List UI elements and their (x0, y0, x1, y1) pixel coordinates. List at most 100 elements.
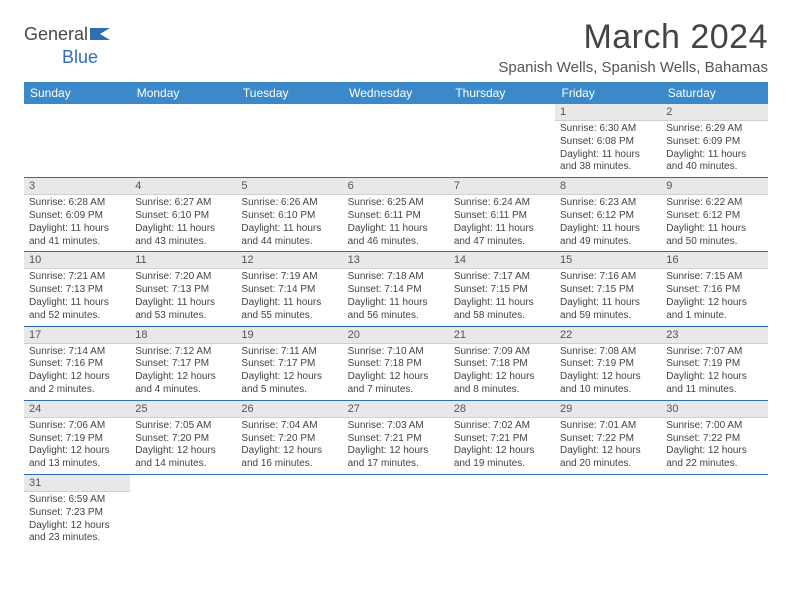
calendar-day-cell: 8Sunrise: 6:23 AMSunset: 6:12 PMDaylight… (555, 178, 661, 252)
calendar-empty-cell (236, 104, 342, 178)
day-details: Sunrise: 6:30 AMSunset: 6:08 PMDaylight:… (555, 121, 661, 177)
day-number: 2 (661, 104, 767, 121)
calendar-week-row: 17Sunrise: 7:14 AMSunset: 7:16 PMDayligh… (24, 326, 768, 400)
calendar-week-row: 3Sunrise: 6:28 AMSunset: 6:09 PMDaylight… (24, 178, 768, 252)
day-number: 18 (130, 327, 236, 344)
day-details: Sunrise: 6:25 AMSunset: 6:11 PMDaylight:… (343, 195, 449, 251)
day-details: Sunrise: 7:08 AMSunset: 7:19 PMDaylight:… (555, 344, 661, 400)
day-details: Sunrise: 7:16 AMSunset: 7:15 PMDaylight:… (555, 269, 661, 325)
day-details: Sunrise: 7:09 AMSunset: 7:18 PMDaylight:… (449, 344, 555, 400)
calendar-table: SundayMondayTuesdayWednesdayThursdayFrid… (24, 82, 768, 548)
weekday-header: Saturday (661, 82, 767, 104)
calendar-week-row: 1Sunrise: 6:30 AMSunset: 6:08 PMDaylight… (24, 104, 768, 178)
day-details: Sunrise: 7:14 AMSunset: 7:16 PMDaylight:… (24, 344, 130, 400)
day-number: 1 (555, 104, 661, 121)
day-details: Sunrise: 6:23 AMSunset: 6:12 PMDaylight:… (555, 195, 661, 251)
day-details: Sunrise: 7:01 AMSunset: 7:22 PMDaylight:… (555, 418, 661, 474)
day-details: Sunrise: 7:10 AMSunset: 7:18 PMDaylight:… (343, 344, 449, 400)
day-number: 9 (661, 178, 767, 195)
calendar-day-cell: 25Sunrise: 7:05 AMSunset: 7:20 PMDayligh… (130, 400, 236, 474)
calendar-day-cell: 24Sunrise: 7:06 AMSunset: 7:19 PMDayligh… (24, 400, 130, 474)
calendar-day-cell: 2Sunrise: 6:29 AMSunset: 6:09 PMDaylight… (661, 104, 767, 178)
calendar-day-cell: 1Sunrise: 6:30 AMSunset: 6:08 PMDaylight… (555, 104, 661, 178)
calendar-empty-cell (130, 474, 236, 548)
calendar-empty-cell (343, 104, 449, 178)
weekday-header: Sunday (24, 82, 130, 104)
day-details: Sunrise: 7:04 AMSunset: 7:20 PMDaylight:… (236, 418, 342, 474)
day-number: 30 (661, 401, 767, 418)
day-number: 19 (236, 327, 342, 344)
day-number: 6 (343, 178, 449, 195)
day-number: 16 (661, 252, 767, 269)
page-header: General Blue March 2024 Spanish Wells, S… (24, 18, 768, 76)
day-details: Sunrise: 6:27 AMSunset: 6:10 PMDaylight:… (130, 195, 236, 251)
calendar-day-cell: 16Sunrise: 7:15 AMSunset: 7:16 PMDayligh… (661, 252, 767, 326)
day-number: 17 (24, 327, 130, 344)
calendar-day-cell: 28Sunrise: 7:02 AMSunset: 7:21 PMDayligh… (449, 400, 555, 474)
logo-word-1: General (24, 24, 88, 44)
month-title: March 2024 (498, 18, 768, 57)
calendar-day-cell: 5Sunrise: 6:26 AMSunset: 6:10 PMDaylight… (236, 178, 342, 252)
calendar-empty-cell (236, 474, 342, 548)
logo: General Blue (24, 24, 112, 68)
calendar-day-cell: 31Sunrise: 6:59 AMSunset: 7:23 PMDayligh… (24, 474, 130, 548)
logo-flag-icon (90, 24, 112, 45)
calendar-day-cell: 26Sunrise: 7:04 AMSunset: 7:20 PMDayligh… (236, 400, 342, 474)
day-details: Sunrise: 6:28 AMSunset: 6:09 PMDaylight:… (24, 195, 130, 251)
calendar-week-row: 10Sunrise: 7:21 AMSunset: 7:13 PMDayligh… (24, 252, 768, 326)
calendar-day-cell: 20Sunrise: 7:10 AMSunset: 7:18 PMDayligh… (343, 326, 449, 400)
day-number: 29 (555, 401, 661, 418)
day-details: Sunrise: 7:05 AMSunset: 7:20 PMDaylight:… (130, 418, 236, 474)
day-number: 27 (343, 401, 449, 418)
calendar-empty-cell (449, 104, 555, 178)
day-number: 23 (661, 327, 767, 344)
day-details: Sunrise: 7:02 AMSunset: 7:21 PMDaylight:… (449, 418, 555, 474)
logo-text: General Blue (24, 24, 112, 68)
calendar-day-cell: 10Sunrise: 7:21 AMSunset: 7:13 PMDayligh… (24, 252, 130, 326)
day-details: Sunrise: 7:18 AMSunset: 7:14 PMDaylight:… (343, 269, 449, 325)
day-details: Sunrise: 6:24 AMSunset: 6:11 PMDaylight:… (449, 195, 555, 251)
day-number: 21 (449, 327, 555, 344)
weekday-header: Tuesday (236, 82, 342, 104)
title-block: March 2024 Spanish Wells, Spanish Wells,… (498, 18, 768, 76)
day-details: Sunrise: 7:12 AMSunset: 7:17 PMDaylight:… (130, 344, 236, 400)
weekday-header: Friday (555, 82, 661, 104)
day-number: 10 (24, 252, 130, 269)
calendar-week-row: 24Sunrise: 7:06 AMSunset: 7:19 PMDayligh… (24, 400, 768, 474)
day-number: 15 (555, 252, 661, 269)
day-number: 5 (236, 178, 342, 195)
day-number: 24 (24, 401, 130, 418)
calendar-day-cell: 27Sunrise: 7:03 AMSunset: 7:21 PMDayligh… (343, 400, 449, 474)
calendar-day-cell: 13Sunrise: 7:18 AMSunset: 7:14 PMDayligh… (343, 252, 449, 326)
calendar-day-cell: 12Sunrise: 7:19 AMSunset: 7:14 PMDayligh… (236, 252, 342, 326)
day-details: Sunrise: 7:00 AMSunset: 7:22 PMDaylight:… (661, 418, 767, 474)
day-number: 12 (236, 252, 342, 269)
weekday-header: Monday (130, 82, 236, 104)
calendar-day-cell: 29Sunrise: 7:01 AMSunset: 7:22 PMDayligh… (555, 400, 661, 474)
day-number: 26 (236, 401, 342, 418)
calendar-day-cell: 15Sunrise: 7:16 AMSunset: 7:15 PMDayligh… (555, 252, 661, 326)
day-details: Sunrise: 6:26 AMSunset: 6:10 PMDaylight:… (236, 195, 342, 251)
calendar-empty-cell (24, 104, 130, 178)
day-details: Sunrise: 7:20 AMSunset: 7:13 PMDaylight:… (130, 269, 236, 325)
day-details: Sunrise: 7:15 AMSunset: 7:16 PMDaylight:… (661, 269, 767, 325)
calendar-day-cell: 3Sunrise: 6:28 AMSunset: 6:09 PMDaylight… (24, 178, 130, 252)
day-number: 25 (130, 401, 236, 418)
day-number: 8 (555, 178, 661, 195)
day-number: 22 (555, 327, 661, 344)
weekday-header: Thursday (449, 82, 555, 104)
day-number: 14 (449, 252, 555, 269)
calendar-week-row: 31Sunrise: 6:59 AMSunset: 7:23 PMDayligh… (24, 474, 768, 548)
day-number: 3 (24, 178, 130, 195)
weekday-header-row: SundayMondayTuesdayWednesdayThursdayFrid… (24, 82, 768, 104)
day-details: Sunrise: 7:21 AMSunset: 7:13 PMDaylight:… (24, 269, 130, 325)
day-number: 4 (130, 178, 236, 195)
calendar-day-cell: 7Sunrise: 6:24 AMSunset: 6:11 PMDaylight… (449, 178, 555, 252)
calendar-empty-cell (449, 474, 555, 548)
day-details: Sunrise: 6:22 AMSunset: 6:12 PMDaylight:… (661, 195, 767, 251)
calendar-day-cell: 6Sunrise: 6:25 AMSunset: 6:11 PMDaylight… (343, 178, 449, 252)
calendar-day-cell: 23Sunrise: 7:07 AMSunset: 7:19 PMDayligh… (661, 326, 767, 400)
calendar-day-cell: 21Sunrise: 7:09 AMSunset: 7:18 PMDayligh… (449, 326, 555, 400)
day-number: 20 (343, 327, 449, 344)
day-details: Sunrise: 7:17 AMSunset: 7:15 PMDaylight:… (449, 269, 555, 325)
